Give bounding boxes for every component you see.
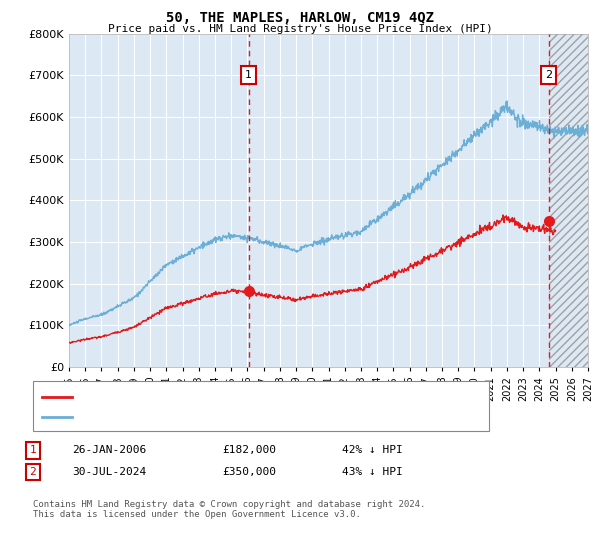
Text: 43% ↓ HPI: 43% ↓ HPI bbox=[342, 467, 403, 477]
Text: 2: 2 bbox=[545, 70, 553, 80]
Text: 2: 2 bbox=[29, 467, 37, 477]
Text: 1: 1 bbox=[245, 70, 252, 80]
Text: 1: 1 bbox=[29, 445, 37, 455]
Text: Price paid vs. HM Land Registry's House Price Index (HPI): Price paid vs. HM Land Registry's House … bbox=[107, 24, 493, 34]
Text: 50, THE MAPLES, HARLOW, CM19 4QZ (detached house): 50, THE MAPLES, HARLOW, CM19 4QZ (detach… bbox=[78, 392, 384, 402]
Text: Contains HM Land Registry data © Crown copyright and database right 2024.
This d: Contains HM Land Registry data © Crown c… bbox=[33, 500, 425, 519]
Text: 42% ↓ HPI: 42% ↓ HPI bbox=[342, 445, 403, 455]
Text: £182,000: £182,000 bbox=[222, 445, 276, 455]
Text: HPI: Average price, detached house, Harlow: HPI: Average price, detached house, Harl… bbox=[78, 412, 341, 422]
Text: 50, THE MAPLES, HARLOW, CM19 4QZ: 50, THE MAPLES, HARLOW, CM19 4QZ bbox=[166, 11, 434, 25]
Text: 26-JAN-2006: 26-JAN-2006 bbox=[72, 445, 146, 455]
Bar bbox=[549, 34, 588, 367]
Text: £350,000: £350,000 bbox=[222, 467, 276, 477]
Text: 30-JUL-2024: 30-JUL-2024 bbox=[72, 467, 146, 477]
